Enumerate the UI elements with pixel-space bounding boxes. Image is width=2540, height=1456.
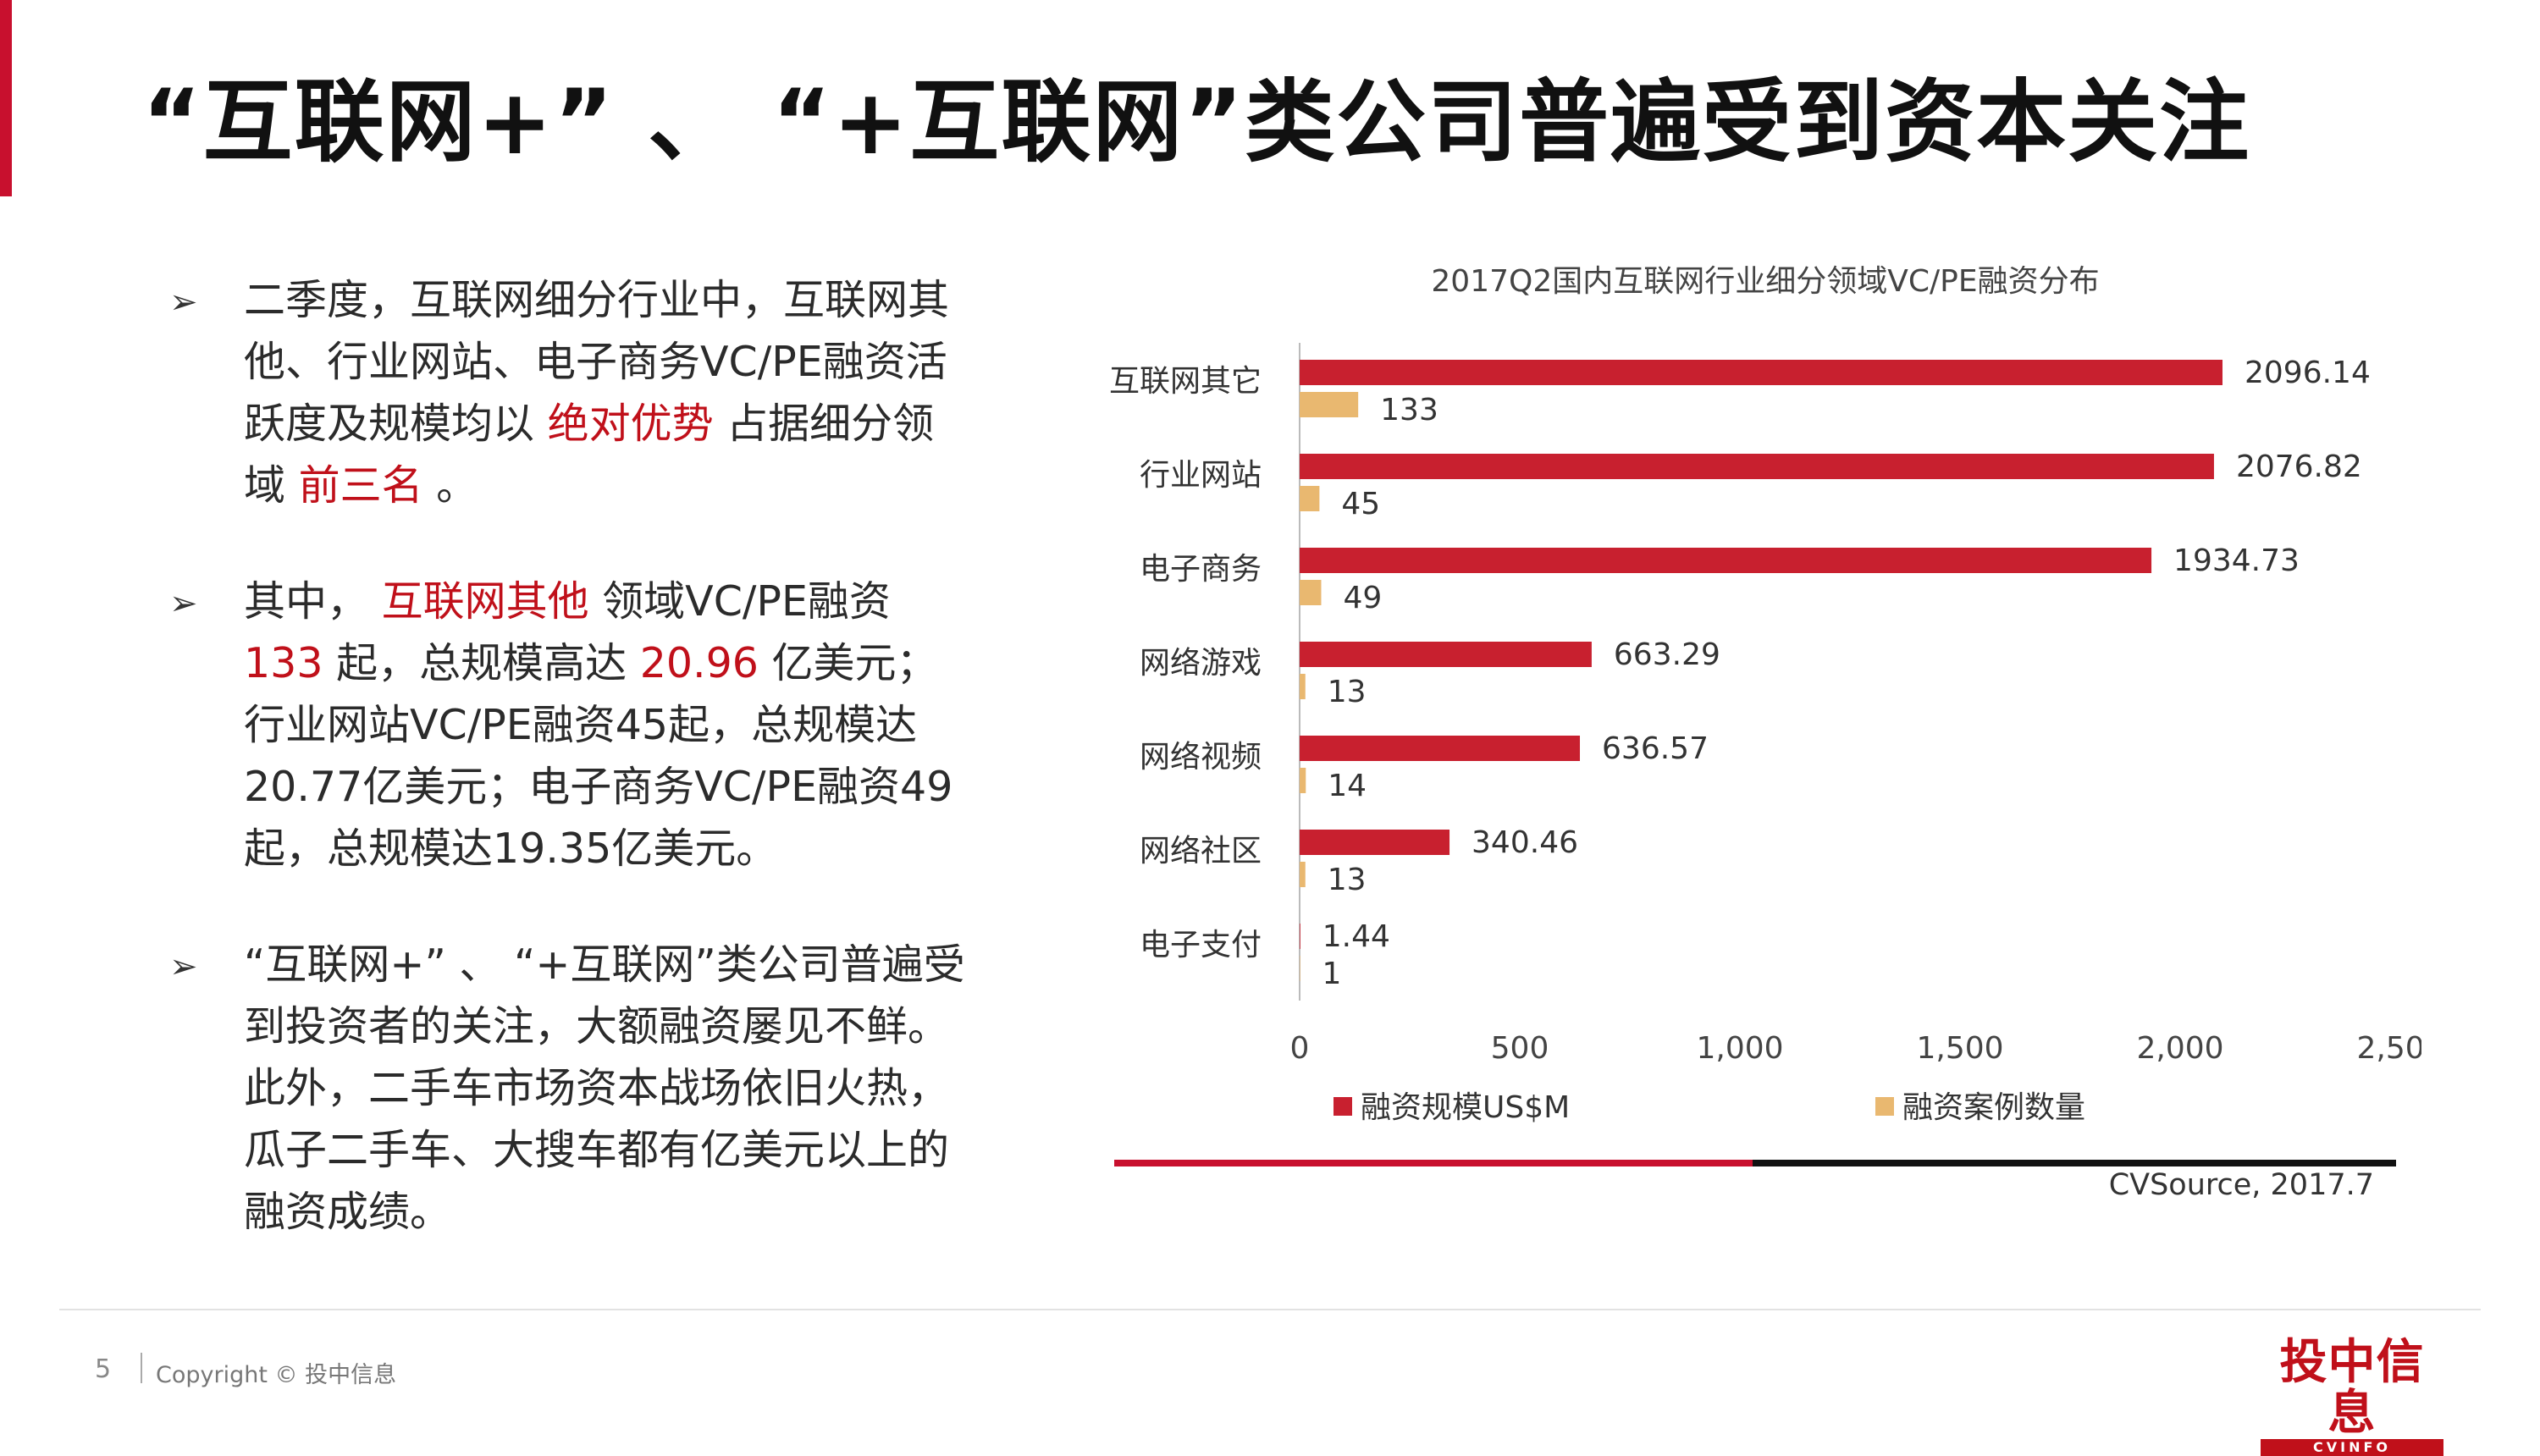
bar-deal-count	[1300, 768, 1306, 793]
bar-deal-count	[1300, 580, 1322, 605]
bullet-text-segment: 。	[422, 461, 478, 510]
x-tick-label: 500	[1491, 1031, 1549, 1066]
category-label: 互联网其它	[1109, 364, 1262, 399]
category-label: 电子商务	[1140, 552, 1262, 587]
copyright-text: Copyright © 投中信息	[156, 1362, 397, 1388]
x-tick-label: 2,500	[2356, 1031, 2421, 1066]
bar-funding-scale	[1300, 548, 2152, 573]
bar-funding-scale	[1300, 642, 1592, 667]
bar-deal-count	[1300, 392, 1359, 417]
footer-divider	[59, 1309, 2481, 1310]
x-tick-label: 2,000	[2136, 1031, 2223, 1066]
bullet-text-segment: 亿美元；行业网站VC/PE融资45起，总规模达20.77亿美元；电子商务VC/P…	[244, 639, 953, 873]
data-label-funding: 340.46	[1472, 825, 1578, 860]
chart-title: 2017Q2国内互联网行业细分领域VC/PE融资分布	[1431, 264, 2099, 299]
bar-funding-scale	[1300, 360, 2222, 385]
category-label: 网络社区	[1140, 834, 1262, 869]
data-label-deals: 133	[1380, 393, 1438, 427]
bar-funding-scale	[1300, 830, 1450, 855]
bullet-list: ➢ 二季度，互联网细分行业中，互联网其他、行业网站、电子商务VC/PE融资活跃度及…	[169, 269, 982, 1297]
source-note: CVSource, 2017.7	[2108, 1168, 2374, 1202]
bullet-text-segment: 领域VC/PE融资	[588, 577, 891, 626]
bar-deal-count	[1300, 674, 1306, 699]
bar-deal-count	[1300, 486, 1320, 511]
data-label-funding: 636.57	[1602, 731, 1709, 766]
highlight-text: 绝对优势	[547, 400, 714, 448]
page-title: “互联网+” 、 “+互联网”类公司普遍受到资本关注	[142, 70, 2251, 174]
bullet-text-segment: “互联网+” 、 “+互联网”类公司普遍受到投资者的关注，大额融资屡见不鲜。此外…	[244, 940, 965, 1236]
data-label-deals: 13	[1328, 863, 1367, 897]
bullet-text: 二季度，互联网细分行业中，互联网其他、行业网站、电子商务VC/PE融资活跃度及规…	[244, 269, 972, 516]
bullet-text: “互联网+” 、 “+互联网”类公司普遍受到投资者的关注，大额融资屡见不鲜。此外…	[244, 934, 972, 1243]
x-tick-label: 1,000	[1696, 1031, 1783, 1066]
data-label-funding: 1934.73	[2173, 543, 2300, 578]
bullet-text-segment: 起，总规模高达	[323, 639, 640, 687]
bullet-item: ➢ 其中， 互联网其他 领域VC/PE融资 133 起，总规模高达 20.96 亿…	[169, 571, 982, 880]
data-label-deals: 49	[1343, 581, 1382, 615]
data-label-funding: 663.29	[1614, 637, 1720, 672]
data-label-deals: 13	[1328, 675, 1367, 709]
footer-separator	[141, 1353, 142, 1383]
title-accent-bar	[0, 0, 12, 196]
highlight-text: 前三名	[298, 461, 423, 510]
category-label: 行业网站	[1140, 458, 1262, 493]
highlight-text: 互联网其他	[381, 577, 589, 626]
bar-funding-scale	[1300, 736, 1581, 761]
highlight-text: 20.96	[639, 639, 759, 687]
legend-label-deals: 融资案例数量	[1902, 1090, 2085, 1125]
data-label-funding: 2076.82	[2236, 449, 2362, 484]
category-label: 网络视频	[1140, 740, 1262, 775]
legend-label-funding: 融资规模US$M	[1361, 1090, 1570, 1125]
data-label-deals: 14	[1328, 769, 1367, 803]
legend-swatch-funding	[1334, 1097, 1352, 1116]
bullet-item: ➢ 二季度，互联网细分行业中，互联网其他、行业网站、电子商务VC/PE融资活跃度及…	[169, 269, 982, 516]
bar-deal-count	[1300, 862, 1306, 887]
bullet-arrow-icon: ➢	[169, 584, 198, 623]
bullet-text: 其中， 互联网其他 领域VC/PE融资 133 起，总规模高达 20.96 亿美…	[244, 571, 972, 880]
data-label-deals: 45	[1341, 487, 1380, 521]
data-label-deals: 1	[1322, 957, 1342, 991]
bullet-arrow-icon: ➢	[169, 283, 198, 322]
x-tick-label: 1,500	[1916, 1031, 2003, 1066]
logo-text: 投中信息	[2279, 1335, 2425, 1441]
data-label-funding: 1.44	[1322, 919, 1390, 954]
bullet-arrow-icon: ➢	[169, 947, 198, 986]
bullet-item: ➢ “互联网+” 、 “+互联网”类公司普遍受到投资者的关注，大额融资屡见不鲜。此…	[169, 934, 982, 1243]
logo-subtext: CVINFO	[2261, 1439, 2443, 1456]
bullet-text-segment: 二季度，互联网细分行业中，互联网其他、行业网站、电子商务VC/PE融资活跃度及规…	[244, 276, 950, 448]
bar-funding-scale	[1300, 454, 2214, 479]
cvinfo-logo: 投中信息 CVINFO	[2261, 1337, 2443, 1456]
category-label: 电子支付	[1140, 928, 1262, 962]
legend-swatch-deals	[1875, 1097, 1894, 1116]
data-label-funding: 2096.14	[2245, 356, 2371, 390]
category-label: 网络游戏	[1140, 646, 1262, 681]
highlight-text: 133	[244, 639, 323, 687]
x-tick-label: 0	[1290, 1031, 1310, 1066]
bullet-text-segment: 占据细分领域	[244, 400, 935, 510]
page-number: 5	[95, 1354, 112, 1384]
bullet-text-segment: 其中，	[244, 577, 382, 626]
